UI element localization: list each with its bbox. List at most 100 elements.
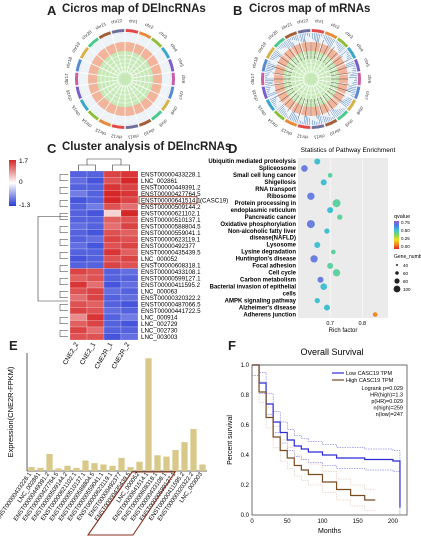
chromosome-band xyxy=(324,31,338,40)
mrna-tick xyxy=(274,106,277,108)
chromosome-band xyxy=(111,29,125,34)
chromosome-band xyxy=(75,72,79,86)
chromosome-label: chr4 xyxy=(356,42,365,52)
heatmap-cell xyxy=(69,242,88,250)
heatmap-cell xyxy=(86,196,105,204)
heatmap-cell xyxy=(120,326,139,334)
mrna-tick xyxy=(271,100,277,104)
kegg-pathway-label: Carbon metabolism xyxy=(240,277,296,283)
heatmap-cell xyxy=(69,229,88,237)
heatmap-cell xyxy=(69,190,88,198)
kegg-dot xyxy=(324,228,330,234)
mrna-tick xyxy=(265,81,274,83)
heatmap-title: Cluster analysis of DElncRNAs xyxy=(62,141,232,153)
expression-spike xyxy=(329,84,351,92)
chromosome-band xyxy=(125,29,139,34)
heatmap-cell xyxy=(103,196,122,204)
mrna-tick xyxy=(328,37,333,46)
chromosome-label: chr9 xyxy=(344,118,354,128)
heatmap-cell xyxy=(69,196,88,204)
mrna-tick xyxy=(346,88,356,92)
expression-spike xyxy=(272,72,292,77)
chromosome-band xyxy=(261,86,268,100)
spoke xyxy=(130,72,171,79)
heatmap-row-label: LNC_003003 xyxy=(141,334,178,341)
chromosome-band xyxy=(346,99,357,112)
circos-plot-lncrna: chr1chr2chr3chr4chr5chr6chr7chr8chr9chr1… xyxy=(64,18,186,140)
bar xyxy=(100,464,107,471)
mrna-tick xyxy=(293,36,296,41)
bar xyxy=(46,453,53,471)
chromosome-label: chr5 xyxy=(363,58,370,68)
kegg-dot xyxy=(327,262,334,269)
kegg-pathway-label: Alzheimer's disease xyxy=(239,305,297,311)
mrna-tick xyxy=(339,50,348,57)
heatmap-cell xyxy=(120,274,139,282)
expression-spike xyxy=(325,93,338,106)
mrna-tick xyxy=(265,71,271,73)
kegg-gene-legend-dot xyxy=(393,285,401,293)
mrna-tick xyxy=(291,37,294,41)
spoke xyxy=(315,82,347,110)
spoke xyxy=(316,79,357,86)
heatmap-cell xyxy=(69,170,88,178)
chromosome-band xyxy=(160,99,171,112)
mrna-tick xyxy=(317,114,321,125)
row-dendrogram xyxy=(59,252,68,259)
kegg-pathway-label: Lysine degradation xyxy=(241,250,296,256)
heatmap-row-label: ENST00000449391.2 xyxy=(141,184,201,191)
heatmap-cell xyxy=(86,294,105,302)
bar xyxy=(109,465,116,471)
mrna-tick xyxy=(338,46,344,52)
mrna-tick xyxy=(327,37,331,44)
kegg-pathway-label: Shigellosis xyxy=(264,180,296,186)
bar xyxy=(154,455,161,471)
mrna-tick xyxy=(298,119,300,124)
chromosome-label: chr11 xyxy=(127,133,139,140)
heatmap-cell xyxy=(103,170,122,178)
heatmap-cell xyxy=(86,274,105,282)
heatmap-cell xyxy=(103,313,122,321)
chromosome-label: chr15 xyxy=(257,104,268,117)
kegg-dot xyxy=(301,165,308,172)
bar xyxy=(91,463,98,471)
chromosome-band xyxy=(284,118,298,127)
mrna-tick xyxy=(296,117,299,123)
survival-stat: p(HR)=0.029 xyxy=(371,399,403,405)
heatmap-row-label: LNC_000052 xyxy=(141,256,178,263)
mrna-tick xyxy=(328,38,334,47)
panel-label-a: A xyxy=(47,3,57,18)
heatmap-cell xyxy=(120,313,139,321)
heatmap-cell xyxy=(69,274,88,282)
heatmap-row-label: ENST00000510137.1 xyxy=(141,217,201,224)
heatmap-row-label: ENST00000509144.2 xyxy=(141,204,201,211)
chromosome-band xyxy=(284,31,298,40)
heatmap-cell xyxy=(86,320,105,328)
kegg-legend-gene-title: Gene_number xyxy=(394,254,421,260)
chromosome-label: chr8 xyxy=(169,105,178,115)
spoke xyxy=(285,83,309,118)
heatmap-color-scale xyxy=(9,160,16,206)
expression-spike xyxy=(325,52,338,65)
chromosome-label: chr17 xyxy=(64,73,69,85)
highlight-box xyxy=(138,196,198,205)
survival-stat: Logrank p=0.029 xyxy=(362,386,403,392)
low-ci-upper xyxy=(252,364,401,497)
mrna-tick xyxy=(349,75,357,77)
bar-highlight-box xyxy=(86,471,177,536)
heatmap-cell xyxy=(103,203,122,211)
chromosome-label: chr19 xyxy=(257,41,268,54)
mrna-tick xyxy=(331,109,337,118)
survival-title: Overall Survival xyxy=(300,347,363,357)
chromosome-label: chr18 xyxy=(65,56,73,69)
chromosome-band xyxy=(168,58,175,72)
mrna-tick xyxy=(337,43,342,48)
mrna-tick xyxy=(324,116,328,123)
heatmap-cell xyxy=(103,248,122,256)
spoke xyxy=(111,84,124,124)
mrna-tick xyxy=(332,117,334,120)
bar xyxy=(64,465,71,471)
kegg-pathway-label: Bacterial invasion of epithelial xyxy=(210,284,297,290)
kegg-pathway-label: AMPK signaling pathway xyxy=(225,298,297,304)
high-survival-curve xyxy=(252,364,376,501)
